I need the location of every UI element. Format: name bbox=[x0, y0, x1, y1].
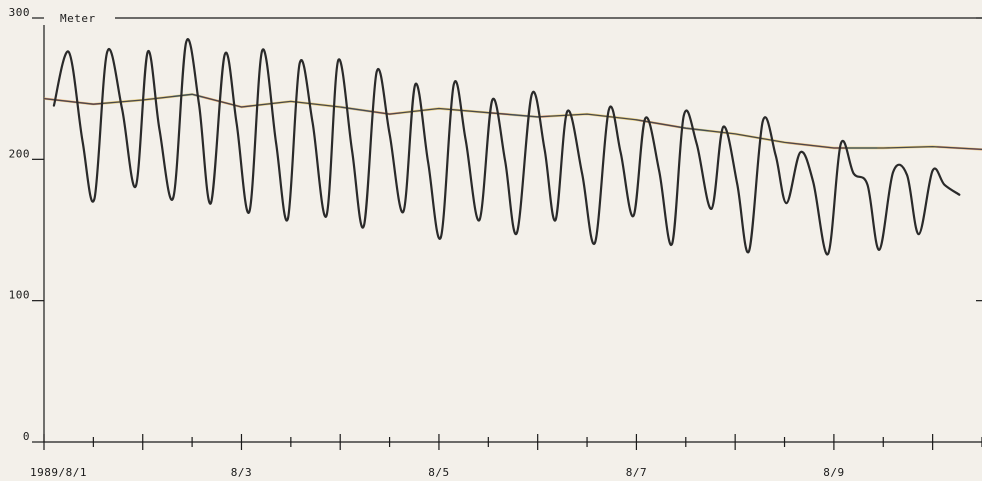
series-line-tide-wave bbox=[52, 38, 961, 256]
x-ticks: 1989/8/1 8/3 8/5 8/7 8/9 bbox=[30, 434, 982, 479]
series-group bbox=[43, 38, 982, 256]
x-tick-label: 8/7 bbox=[626, 466, 647, 479]
y-tick-label: 200 bbox=[9, 147, 30, 160]
y-tick-label: 0 bbox=[23, 430, 30, 443]
x-tick-label: 1989/8/1 bbox=[30, 466, 87, 479]
x-tick-label: 8/9 bbox=[823, 466, 844, 479]
y-ticks: 0 100 200 300 bbox=[9, 6, 982, 443]
x-tick-label: 8/3 bbox=[231, 466, 252, 479]
x-tick-label: 8/5 bbox=[428, 466, 449, 479]
y-tick-label: 300 bbox=[9, 6, 30, 19]
y-axis-label: Meter bbox=[60, 12, 96, 25]
y-tick-label: 100 bbox=[9, 289, 30, 302]
series-line-mean-level bbox=[43, 93, 982, 151]
axes: Meter bbox=[43, 12, 982, 443]
